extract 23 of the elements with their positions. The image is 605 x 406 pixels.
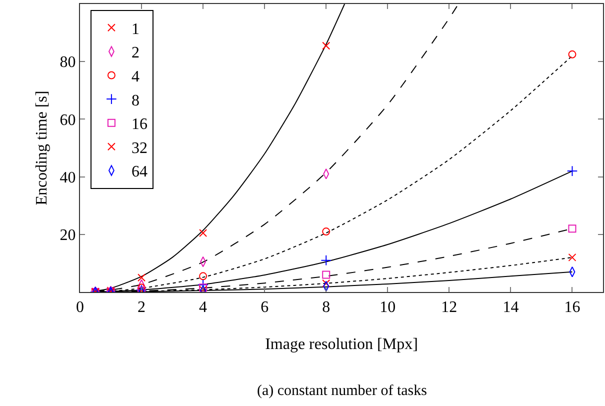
x-axis-title: Image resolution [Mpx] bbox=[265, 336, 418, 353]
x-tick-label: 4 bbox=[199, 299, 208, 316]
text: (a) constant number of tasks bbox=[257, 383, 428, 399]
x-tick-label: 6 bbox=[260, 299, 269, 316]
x-tick-label: 2 bbox=[138, 299, 146, 316]
legend-label: 64 bbox=[131, 164, 148, 181]
legend-label: 2 bbox=[131, 44, 140, 62]
y-tick-label: 80 bbox=[60, 54, 76, 72]
legend-label: 8 bbox=[131, 92, 140, 110]
y-tick-label: 20 bbox=[60, 227, 76, 244]
y-tick-label: 40 bbox=[60, 169, 76, 186]
x-tick-label: 0 bbox=[76, 299, 84, 316]
y-axis-title: Encoding time [s] bbox=[34, 90, 51, 206]
x-tick-label: 12 bbox=[441, 299, 458, 316]
legend-label: 4 bbox=[131, 68, 140, 86]
x-tick-label: 8 bbox=[322, 299, 330, 316]
legend-label: 16 bbox=[131, 116, 148, 134]
x-tick-label: 10 bbox=[380, 299, 396, 316]
x-tick-label: 16 bbox=[564, 299, 580, 316]
x-tick-label: 14 bbox=[502, 299, 519, 316]
y-tick-label: 60 bbox=[60, 112, 76, 129]
legend-label: 32 bbox=[131, 140, 148, 157]
legend-label: 1 bbox=[131, 20, 140, 38]
